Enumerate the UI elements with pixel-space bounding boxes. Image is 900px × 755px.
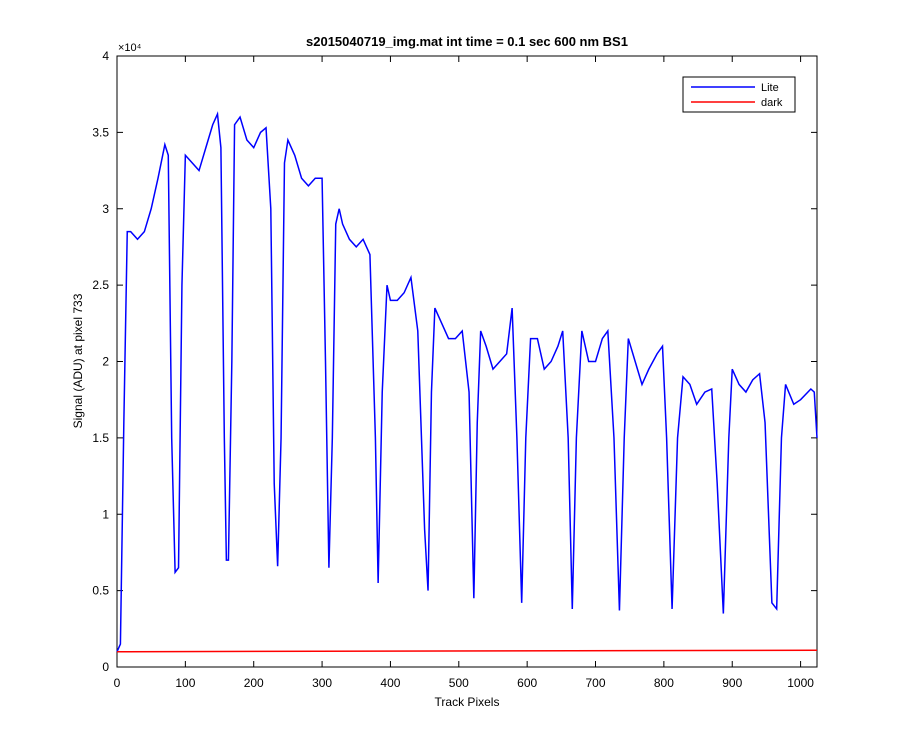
legend-label: dark bbox=[761, 97, 783, 109]
x-tick-label: 400 bbox=[380, 676, 400, 690]
x-tick-label: 300 bbox=[312, 676, 332, 690]
y-tick-label: 2 bbox=[102, 355, 109, 369]
data-line bbox=[116, 111, 818, 653]
x-tick-label: 900 bbox=[722, 676, 742, 690]
x-tick-label: 100 bbox=[175, 676, 195, 690]
plot-area bbox=[116, 55, 818, 668]
y-tick-label: 4 bbox=[102, 49, 109, 63]
y-tick-label: 3 bbox=[102, 202, 109, 216]
x-tick-label: 800 bbox=[654, 676, 674, 690]
y-tick-label: 1.5 bbox=[92, 431, 109, 445]
x-tick-label: 600 bbox=[517, 676, 537, 690]
legend-box bbox=[682, 76, 796, 113]
x-tick-label: 200 bbox=[244, 676, 264, 690]
legend-label: Lite bbox=[761, 82, 779, 94]
y-tick-label: 2.5 bbox=[92, 278, 109, 292]
x-tick-label: 700 bbox=[586, 676, 606, 690]
x-axis-label: Track Pixels bbox=[435, 695, 500, 709]
y-tick-label: 0.5 bbox=[92, 584, 109, 598]
y-tick-label: 0 bbox=[102, 660, 109, 674]
x-tick-label: 0 bbox=[114, 676, 121, 690]
x-tick-label: 1000 bbox=[787, 676, 814, 690]
y-axis-label: Signal (ADU) at pixel 733 bbox=[71, 293, 85, 428]
y-scale-label: ×10⁴ bbox=[118, 42, 142, 54]
y-tick-label: 3.5 bbox=[92, 125, 109, 139]
data-line bbox=[116, 649, 818, 653]
chart-title: s2015040719_img.mat int time = 0.1 sec 6… bbox=[306, 34, 628, 49]
x-tick-label: 500 bbox=[449, 676, 469, 690]
y-tick-label: 1 bbox=[102, 507, 109, 521]
